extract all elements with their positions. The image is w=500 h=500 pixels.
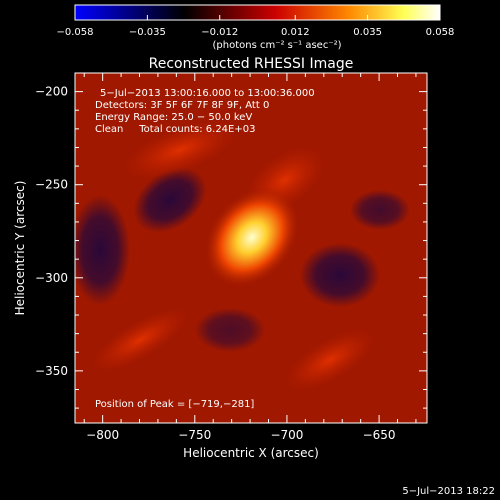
peak-source xyxy=(203,186,301,289)
y-tick-label: −250 xyxy=(35,178,68,192)
colorbar-tick-label: 0.035 xyxy=(353,27,382,38)
annotation-energy: Energy Range: 25.0 − 50.0 keV xyxy=(95,112,252,123)
y-tick-label: −300 xyxy=(35,271,68,285)
colorbar xyxy=(74,4,441,21)
annotation-counts: Clean Total counts: 6.24E+03 xyxy=(95,124,255,135)
heatmap xyxy=(75,73,427,423)
peak-position-label: Position of Peak = [−719,−281] xyxy=(95,399,254,410)
colorbar-tick-label: −0.012 xyxy=(201,27,238,38)
y-axis-label: Heliocentric Y (arcsec) xyxy=(13,181,27,316)
colorbar-tick-label: 0.058 xyxy=(426,27,455,38)
axis-ticks: −800 −750 −700 −650 −200 −250 −300 −350 xyxy=(35,72,427,442)
x-tick-label: −750 xyxy=(178,428,211,442)
x-axis-label: Heliocentric X (arcsec) xyxy=(183,446,319,460)
plot-frame xyxy=(74,72,428,424)
x-tick-label: −700 xyxy=(270,428,303,442)
x-tick-label: −650 xyxy=(363,428,396,442)
colorbar-ticks: −0.058 −0.035 −0.012 0.012 0.035 0.058 xyxy=(56,15,454,38)
y-tick-label: −350 xyxy=(35,364,68,378)
annotation-block: 5−Jul−2013 13:00:16.000 to 13:00:36.000 … xyxy=(95,88,315,135)
colorbar-tick-label: −0.058 xyxy=(56,27,93,38)
colorbar-tick-label: −0.035 xyxy=(129,27,166,38)
annotation-time: 5−Jul−2013 13:00:16.000 to 13:00:36.000 xyxy=(100,88,315,99)
colorbar-tick-label: 0.012 xyxy=(281,27,310,38)
colorbar-unit-label: (photons cm⁻² s⁻¹ asec⁻²) xyxy=(212,40,341,51)
plot-title: Reconstructed RHESSI Image xyxy=(149,56,354,72)
annotation-detectors: Detectors: 3F 5F 6F 7F 8F 9F, Att 0 xyxy=(95,100,269,111)
x-tick-label: −800 xyxy=(86,428,119,442)
footer-timestamp: 5−Jul−2013 18:22 xyxy=(402,486,495,497)
y-tick-label: −200 xyxy=(35,85,68,99)
